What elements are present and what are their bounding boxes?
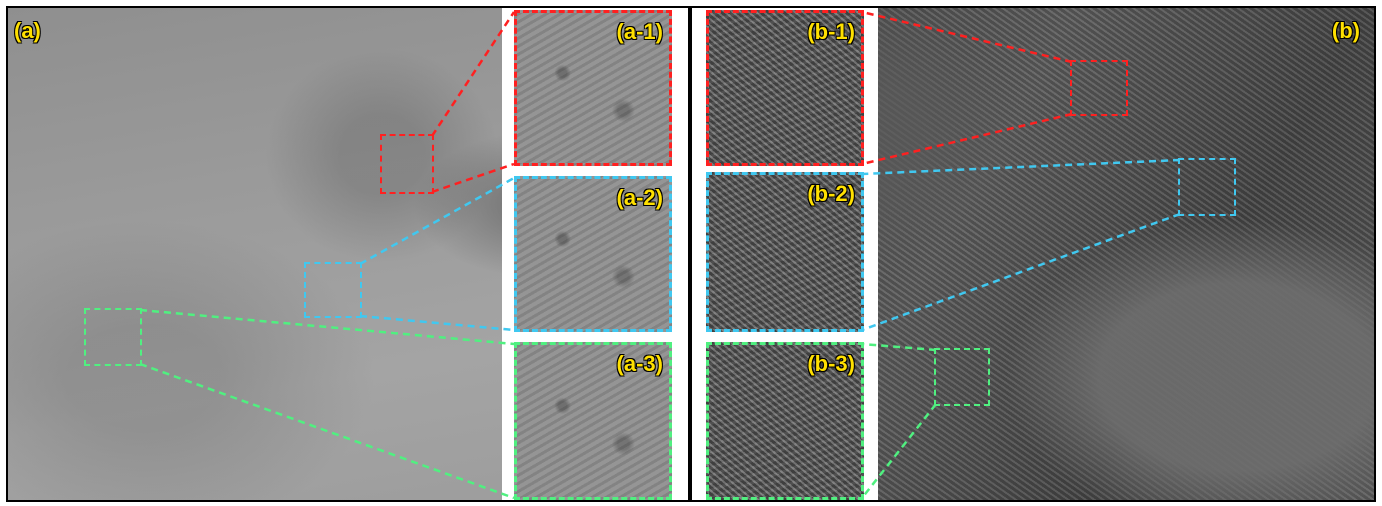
panel-a-label: (a)	[14, 18, 41, 43]
roi-a1-box	[380, 134, 434, 194]
inset-b1-label: (b-1)	[807, 19, 855, 44]
roi-b1-box	[1070, 60, 1128, 116]
inset-b2-label: (b-2)	[807, 181, 855, 206]
inset-a1: (a-1)	[514, 10, 672, 166]
inset-b3: (b-3)	[706, 342, 864, 500]
inset-a2-label: (a-2)	[616, 185, 663, 210]
roi-b3-box	[934, 348, 990, 406]
inset-a2: (a-2)	[514, 176, 672, 332]
inset-b2: (b-2)	[706, 172, 864, 332]
panel-b-label: (b)	[1331, 18, 1360, 43]
roi-a3-box	[84, 308, 142, 366]
inset-a3: (a-3)	[514, 342, 672, 500]
roi-a2-box	[304, 262, 362, 318]
inset-a1-label: (a-1)	[616, 19, 663, 44]
inset-b1: (b-1)	[706, 10, 864, 166]
inset-b3-label: (b-3)	[807, 351, 855, 376]
inset-a3-label: (a-3)	[616, 351, 663, 376]
roi-b2-box	[1178, 158, 1236, 216]
